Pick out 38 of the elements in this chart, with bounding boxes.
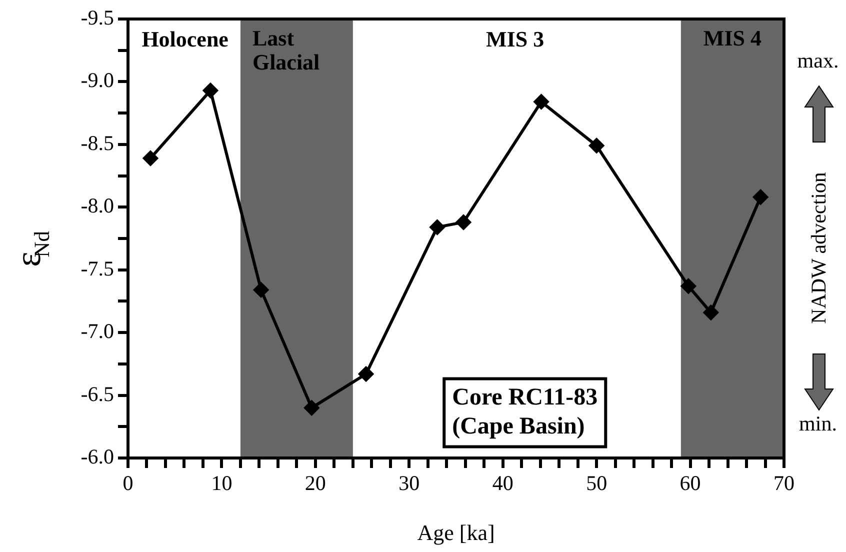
- point: [680, 278, 696, 294]
- point: [142, 150, 158, 166]
- x-tick-label: 0: [122, 471, 134, 496]
- y-tick-label: -9.5: [80, 6, 114, 30]
- point: [456, 214, 471, 230]
- point: [430, 220, 445, 235]
- point: [703, 305, 718, 320]
- point: [202, 82, 218, 98]
- y-tick-label: -7.5: [80, 256, 114, 280]
- x-tick-label: 10: [211, 471, 232, 496]
- annotation: Core RC11-83 (Cape Basin): [452, 384, 598, 440]
- y-tick-label: -7.0: [80, 319, 114, 344]
- x-tick-label: 60: [680, 471, 701, 496]
- x-axis-title: Age [ka]: [417, 520, 495, 545]
- point: [534, 94, 549, 110]
- band-label: Last Glacial: [252, 26, 320, 75]
- y-tick-label: -8.5: [80, 130, 114, 155]
- point: [589, 138, 604, 154]
- annotation: MIS 3: [486, 26, 544, 52]
- y-tick-label: -6.0: [80, 444, 114, 469]
- band-label: MIS 4: [703, 26, 762, 51]
- x-tick-label: 20: [304, 471, 326, 496]
- y-tick-label: -8.0: [80, 194, 114, 218]
- x-tick-label: 70: [774, 471, 794, 496]
- y-tick-label: -6.5: [80, 382, 114, 406]
- y-tick-label: -9.0: [80, 68, 114, 92]
- point: [254, 282, 269, 298]
- text: min.: [799, 412, 837, 436]
- point: [304, 400, 320, 416]
- y-axis-title: εNd: [8, 230, 54, 267]
- annotation: Holocene: [142, 26, 229, 52]
- x-tick-label: 30: [398, 471, 420, 496]
- point: [358, 366, 374, 382]
- x-tick-label: 40: [492, 471, 514, 496]
- point: [753, 190, 768, 205]
- text: NADW advection: [806, 172, 831, 324]
- x-tick-label: 50: [586, 471, 608, 496]
- text: max.: [797, 48, 839, 73]
